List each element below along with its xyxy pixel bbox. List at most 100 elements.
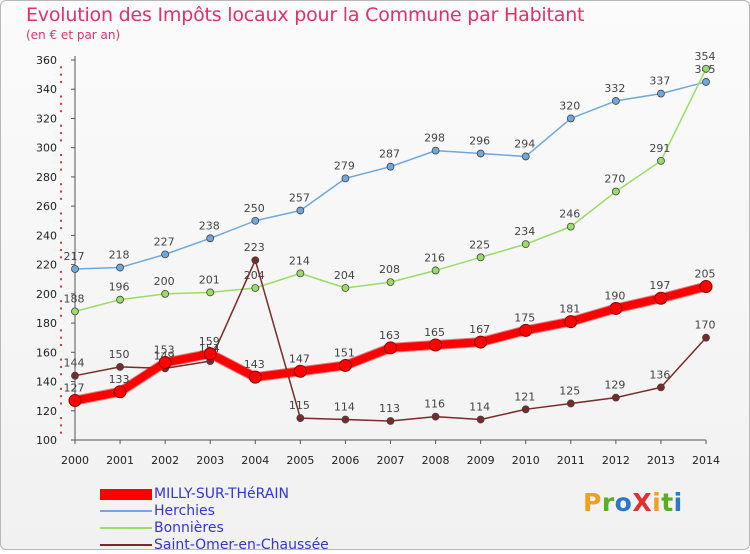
data-label: 337 — [649, 75, 670, 88]
data-point — [251, 256, 260, 265]
x-tick-label: 2000 — [61, 454, 89, 467]
x-tick-label: 2011 — [557, 454, 585, 467]
data-point — [702, 78, 710, 86]
data-point — [341, 174, 350, 183]
data-point — [161, 289, 170, 298]
logo-letter: i — [673, 488, 683, 517]
data-label: 153 — [154, 344, 175, 357]
logo-letter: X — [632, 488, 653, 517]
y-tick-label: 140 — [36, 376, 57, 389]
y-tick-label: 160 — [36, 346, 57, 359]
y-minor-tick — [60, 373, 62, 376]
data-point — [116, 295, 124, 304]
data-label: 143 — [244, 358, 265, 371]
logo-letter: P — [583, 488, 602, 517]
y-tick-label: 300 — [36, 142, 57, 155]
data-point — [386, 162, 395, 171]
y-minor-tick — [60, 336, 62, 339]
data-label: 133 — [109, 373, 130, 386]
data-label: 114 — [334, 401, 355, 414]
data-label: 227 — [154, 235, 175, 248]
data-label: 354 — [695, 50, 716, 63]
legend-label-milly: MILLY-SUR-THéRAIN — [154, 486, 289, 502]
data-point — [206, 288, 215, 297]
data-label: 167 — [469, 323, 490, 336]
data-label: 217 — [64, 250, 85, 263]
data-point — [71, 265, 79, 273]
data-label: 115 — [289, 399, 310, 412]
y-minor-tick — [60, 110, 62, 113]
data-point — [611, 187, 620, 196]
data-label: 175 — [514, 311, 535, 324]
data-point — [161, 250, 170, 259]
y-tick-label: 220 — [36, 259, 57, 272]
data-label: 250 — [244, 202, 265, 215]
data-label: 246 — [559, 208, 580, 221]
data-point — [702, 64, 710, 73]
data-point — [521, 405, 530, 414]
y-minor-tick — [60, 402, 62, 405]
y-minor-tick — [60, 344, 62, 346]
data-point — [158, 356, 172, 370]
y-minor-tick — [60, 102, 62, 105]
legend-swatch-milly — [100, 489, 152, 500]
data-point — [431, 412, 440, 421]
x-tick-label: 2012 — [602, 454, 630, 467]
x-tick-label: 2005 — [286, 454, 314, 467]
y-tick-label: 340 — [36, 83, 57, 96]
data-point — [113, 385, 127, 399]
data-label: 204 — [244, 269, 265, 282]
y-minor-tick — [60, 66, 62, 69]
y-minor-tick — [60, 424, 62, 427]
y-minor-tick — [60, 124, 62, 127]
y-tick-label: 200 — [36, 288, 57, 301]
y-minor-tick — [60, 395, 62, 398]
data-label: 279 — [334, 159, 355, 172]
y-minor-tick — [60, 219, 62, 222]
legend-label-saint-omer: Saint-Omer-en-Chaussée — [154, 537, 329, 553]
y-minor-tick — [60, 139, 62, 142]
data-point — [296, 269, 305, 278]
data-point — [293, 364, 307, 378]
y-tick-label: 260 — [36, 200, 57, 213]
x-tick-label: 2002 — [151, 454, 179, 467]
data-label: 196 — [109, 281, 130, 294]
data-point — [251, 284, 260, 292]
data-point — [338, 358, 352, 372]
data-label: 270 — [604, 173, 625, 186]
y-minor-tick — [60, 183, 62, 186]
y-minor-tick — [60, 431, 62, 434]
data-label: 257 — [289, 192, 310, 205]
y-minor-tick — [60, 212, 62, 215]
data-point — [657, 383, 665, 392]
y-minor-tick — [60, 314, 62, 317]
x-tick-label: 2006 — [331, 454, 359, 467]
data-label: 208 — [379, 263, 400, 276]
y-minor-tick — [60, 417, 62, 420]
y-tick-label: 360 — [36, 54, 57, 67]
data-label: 294 — [514, 137, 535, 150]
x-tick-label: 2010 — [512, 454, 540, 467]
chart-title: Evolution des Impôts locaux pour la Comm… — [26, 4, 585, 26]
data-point — [251, 216, 260, 225]
data-point — [296, 206, 305, 215]
data-point — [611, 97, 620, 105]
x-tick-label: 2008 — [422, 454, 450, 467]
data-point — [206, 234, 215, 243]
data-label: 216 — [424, 251, 445, 264]
legend-label-herchies: Herchies — [154, 503, 215, 519]
legend-swatch-saint-omer — [100, 544, 152, 546]
data-point — [476, 253, 485, 262]
data-point — [521, 240, 530, 249]
data-label: 200 — [154, 275, 175, 288]
data-point — [611, 393, 620, 402]
data-label: 159 — [199, 335, 220, 348]
data-label: 147 — [289, 352, 310, 365]
logo-letter: i — [652, 488, 662, 517]
data-point — [248, 370, 262, 384]
data-point — [476, 149, 485, 158]
y-tick-label: 320 — [36, 112, 57, 125]
data-point — [341, 415, 350, 424]
